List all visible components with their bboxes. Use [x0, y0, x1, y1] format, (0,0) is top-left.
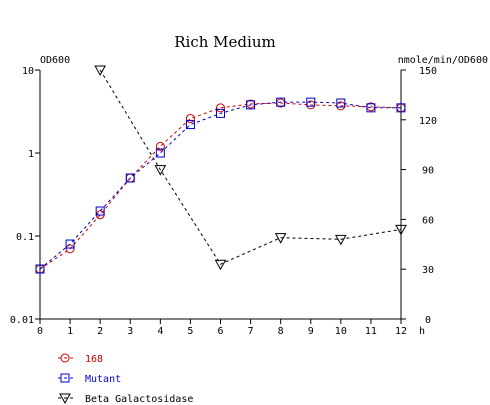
- data-point-beta-galactosidase: [214, 259, 227, 271]
- x-tick-label: 7: [248, 326, 254, 337]
- data-point-beta-galactosidase: [395, 224, 407, 236]
- x-tick-label: 0: [37, 326, 43, 337]
- data-point-mutant: [155, 148, 165, 158]
- data-point-168: [185, 114, 195, 124]
- series-line-beta-galactosidase: [99, 69, 402, 265]
- data-point-168: [65, 244, 75, 254]
- data-point-mutant: [185, 120, 195, 130]
- x-tick-label: 9: [308, 326, 314, 337]
- data-point-mutant: [366, 103, 376, 113]
- y-left-axis-label: OD600: [40, 55, 70, 66]
- y-left-tick-label: 0.01: [10, 315, 34, 326]
- y-right-tick-label: 120: [419, 116, 437, 127]
- data-point-mutant: [216, 108, 225, 118]
- y-right-tick-label: 60: [422, 215, 434, 226]
- x-tick-label: 6: [217, 326, 223, 337]
- x-tick-label: 10: [335, 326, 347, 337]
- data-point-mutant: [336, 98, 346, 108]
- data-point-beta-galactosidase: [94, 65, 107, 77]
- legend-label-mutant: Mutant: [85, 374, 121, 385]
- x-axis-unit-label: h: [419, 326, 425, 337]
- x-tick-label: 4: [157, 326, 163, 337]
- data-point-mutant: [125, 173, 135, 183]
- data-point-beta-galactosidase: [154, 165, 167, 176]
- data-point-mutant: [35, 264, 45, 274]
- x-tick-label: 11: [365, 326, 377, 337]
- legend-label-168: 168: [85, 354, 103, 365]
- data-point-beta-galactosidase: [334, 234, 347, 246]
- x-tick-label: 5: [187, 326, 193, 337]
- y-left-tick-label: 10: [22, 66, 34, 77]
- x-tick-label: 2: [97, 326, 103, 337]
- y-right-tick-label: 150: [419, 66, 437, 77]
- data-point-mutant: [65, 239, 75, 249]
- legend-marker-168: [60, 353, 70, 363]
- chart-title: Rich Medium: [174, 33, 275, 51]
- data-point-mutant: [306, 97, 316, 107]
- legend-marker-mutant: [60, 373, 70, 383]
- y-right-axis-label: nmole/min/OD600: [398, 55, 488, 66]
- y-right-tick-label: 90: [422, 166, 434, 177]
- series-line-mutant: [39, 101, 401, 270]
- x-tick-label: 12: [395, 326, 407, 337]
- data-point-168: [155, 141, 165, 151]
- y-right-tick-label: 30: [422, 265, 434, 276]
- series-line-168: [39, 102, 402, 270]
- x-tick-label: 1: [67, 326, 73, 337]
- data-point-mutant: [95, 206, 105, 216]
- data-point-mutant: [396, 103, 406, 113]
- x-tick-label: 8: [278, 326, 284, 337]
- data-point-168: [216, 103, 225, 113]
- data-point-beta-galactosidase: [274, 233, 287, 244]
- legend-label-beta-galactosidase: Beta Galactosidase: [85, 394, 193, 405]
- data-point-mutant: [246, 100, 256, 110]
- x-tick-label: 3: [127, 326, 133, 337]
- y-right-tick-label: 0: [425, 315, 431, 326]
- y-left-tick-label: 0.1: [16, 232, 34, 243]
- legend-marker-beta-galactosidase: [59, 393, 71, 405]
- y-left-tick-label: 1: [28, 149, 34, 160]
- data-point-mutant: [276, 97, 286, 107]
